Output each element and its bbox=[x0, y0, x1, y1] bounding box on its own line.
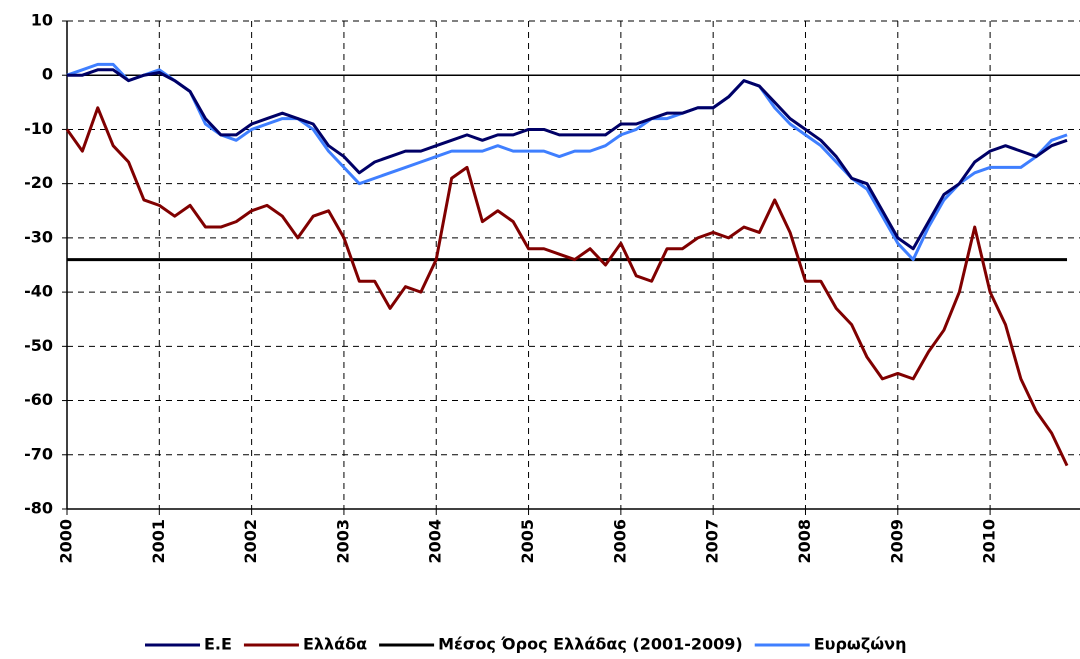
x-tick-label: 2005 bbox=[518, 519, 537, 564]
legend-label: Ελλάδα bbox=[303, 635, 367, 654]
legend-label: Μέσος Όρος Ελλάδας (2001-2009) bbox=[438, 635, 743, 654]
y-tick-label: -20 bbox=[24, 173, 53, 192]
series-line bbox=[65, 106, 1069, 467]
y-tick-label: 0 bbox=[42, 65, 53, 84]
legend-label: Ε.Ε bbox=[204, 635, 232, 654]
x-tick-label: 2003 bbox=[333, 519, 352, 564]
x-tick-label: 2000 bbox=[57, 519, 76, 564]
x-tick-label: 2002 bbox=[241, 519, 260, 564]
y-tick-label: -80 bbox=[24, 499, 53, 518]
y-tick-label: 10 bbox=[31, 11, 53, 30]
x-tick-label: 2009 bbox=[887, 519, 906, 564]
y-tick-label: -70 bbox=[24, 444, 53, 463]
y-tick-label: -30 bbox=[24, 227, 53, 246]
x-tick-label: 2004 bbox=[426, 519, 445, 564]
legend-label: Ευρωζώνη bbox=[814, 635, 907, 654]
y-tick-label: -10 bbox=[24, 119, 53, 138]
y-tick-label: -60 bbox=[24, 390, 53, 409]
x-tick-label: 2008 bbox=[795, 519, 814, 564]
series-line bbox=[66, 62, 1068, 262]
series-line bbox=[67, 68, 1068, 251]
x-tick-label: 2007 bbox=[703, 519, 722, 564]
x-tick-label: 2010 bbox=[980, 519, 999, 564]
y-tick-label: -40 bbox=[24, 282, 53, 301]
legend: Ε.Ε Ελλάδα Μέσος Όρος Ελλάδας (2001-2009) Ε… bbox=[145, 635, 906, 654]
x-tick-label: 2006 bbox=[610, 519, 629, 564]
x-tick-label: 2001 bbox=[149, 519, 168, 564]
y-tick-label: -50 bbox=[24, 336, 53, 355]
